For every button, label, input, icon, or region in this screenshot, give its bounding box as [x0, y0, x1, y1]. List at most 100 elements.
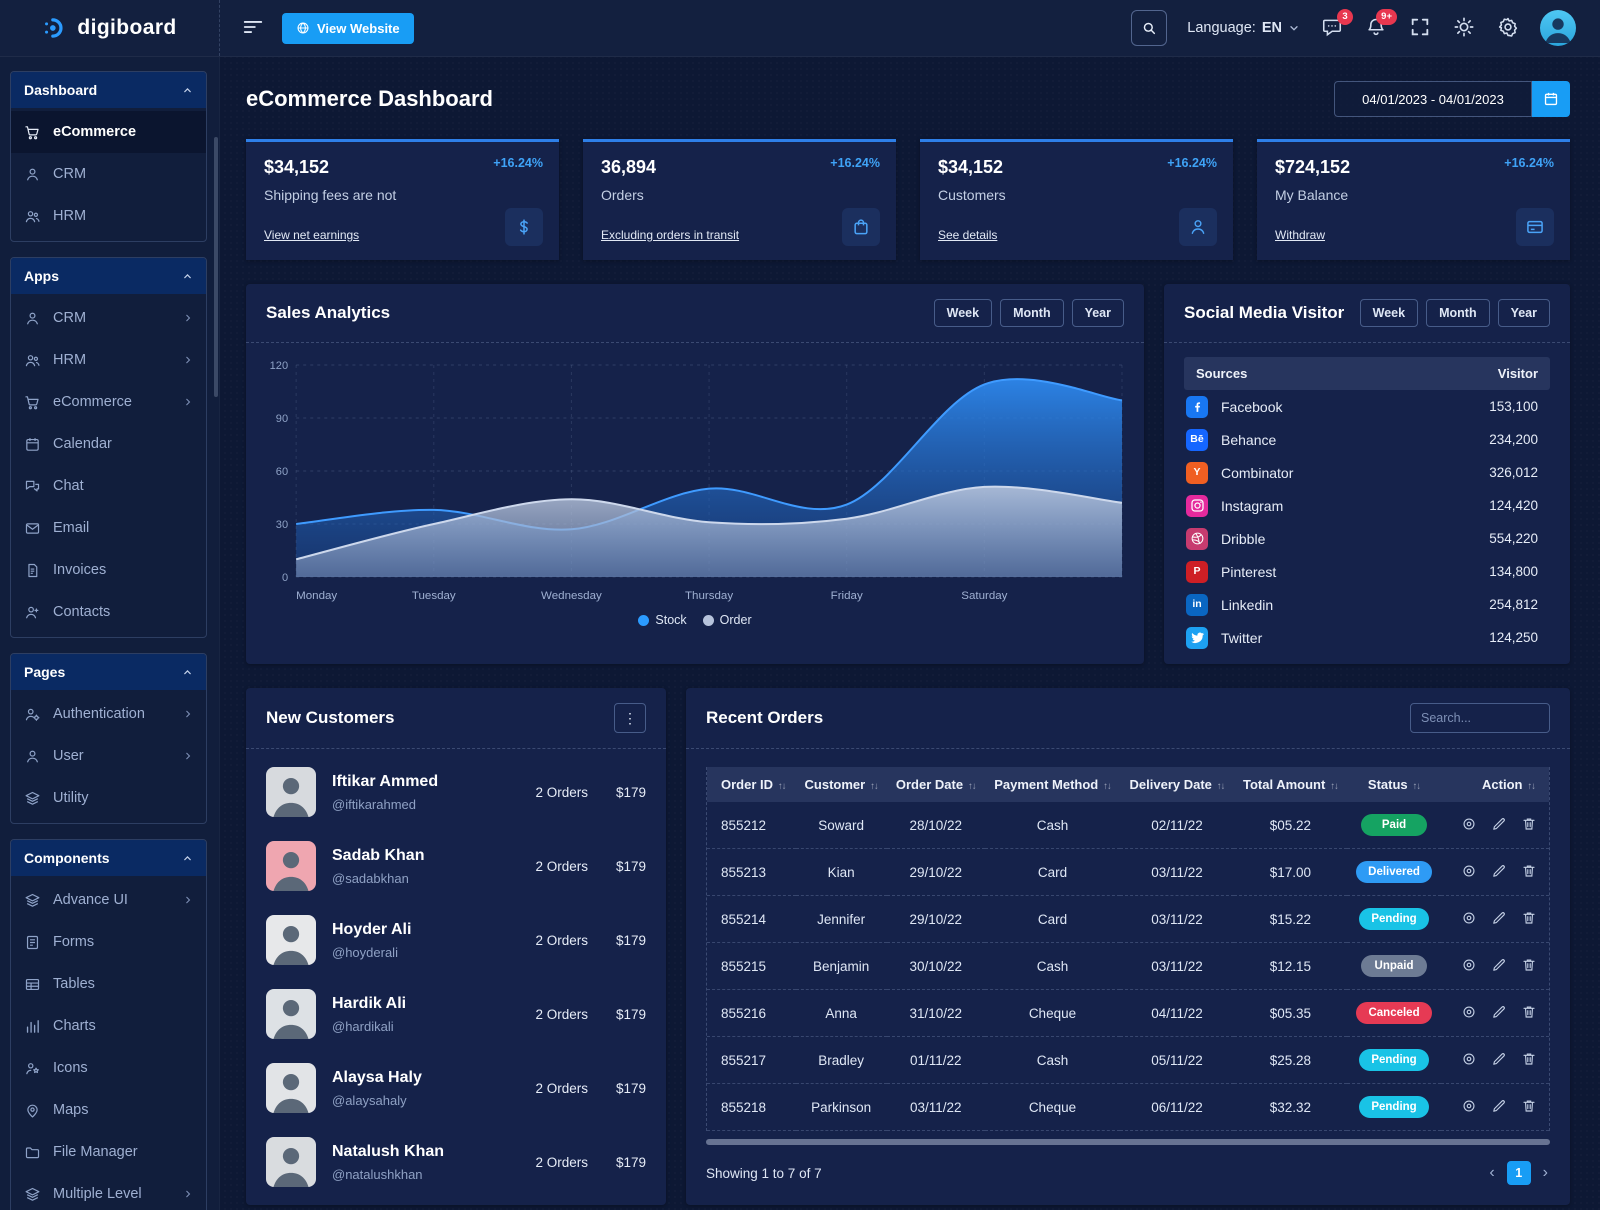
edit-order-button[interactable]: [1490, 910, 1507, 927]
sidebar-item-contacts[interactable]: Contacts: [11, 591, 206, 633]
customer-handle: @hoyderali: [332, 944, 398, 960]
view-order-button[interactable]: [1460, 1098, 1477, 1115]
sidebar-item-utility[interactable]: Utility: [11, 777, 206, 819]
sidebar-item-file-manager[interactable]: File Manager: [11, 1131, 206, 1173]
view-order-button[interactable]: [1460, 863, 1477, 880]
sidebar-item-ecommerce[interactable]: eCommerce: [11, 111, 206, 153]
new-customers-menu-button[interactable]: ⋮: [614, 703, 646, 733]
sidebar-item-crm[interactable]: CRM: [11, 153, 206, 195]
edit-order-button[interactable]: [1490, 957, 1507, 974]
delete-order-button[interactable]: [1520, 957, 1537, 974]
edit-order-button[interactable]: [1490, 1098, 1507, 1115]
edit-order-button[interactable]: [1490, 1004, 1507, 1021]
orders-search-input[interactable]: [1410, 703, 1550, 733]
delete-order-button[interactable]: [1520, 1051, 1537, 1068]
language-selector[interactable]: Language: EN: [1187, 20, 1300, 36]
notifications-button[interactable]: 9+: [1364, 9, 1397, 40]
edit-order-button[interactable]: [1490, 816, 1507, 833]
form-icon: [24, 934, 41, 951]
social-media-visitor-panel: Social Media Visitor Week Month Year Sourc…: [1164, 284, 1570, 664]
sidebar-group-title-apps[interactable]: Apps: [11, 258, 206, 294]
chevron-up-icon: [182, 667, 193, 678]
orders-col-order-id[interactable]: Order ID ↑↓: [707, 767, 796, 802]
sidebar-scrollbar[interactable]: [214, 137, 218, 397]
chevron-right-icon: [183, 355, 193, 365]
stat-icon-box: [842, 208, 880, 246]
edit-order-button[interactable]: [1490, 863, 1507, 880]
social-source-name: Pinterest: [1221, 563, 1277, 580]
orders-col-delivery-date[interactable]: Delivery Date ↑↓: [1120, 767, 1234, 802]
search-button[interactable]: [1131, 10, 1168, 46]
orders-table-scrollbar[interactable]: [706, 1139, 1550, 1145]
sidebar-item-advance-ui[interactable]: Advance UI: [11, 879, 206, 921]
sales-range-month-button[interactable]: Month: [1000, 299, 1064, 327]
logo-link[interactable]: digiboard: [0, 0, 220, 56]
view-order-button[interactable]: [1460, 1051, 1477, 1068]
pagination-prev-button[interactable]: ‹: [1489, 1164, 1495, 1181]
sidebar-item-user[interactable]: User: [11, 735, 206, 777]
dollar-icon: [514, 217, 534, 237]
social-range-year-button[interactable]: Year: [1497, 299, 1550, 327]
sidebar-item-calendar[interactable]: Calendar: [11, 423, 206, 465]
social-range-week-button[interactable]: Week: [1359, 299, 1419, 327]
sidebar-item-label: Calendar: [53, 436, 112, 452]
orders-col-total-amount[interactable]: Total Amount ↑↓: [1233, 767, 1348, 802]
delete-order-button[interactable]: [1520, 1004, 1537, 1021]
sidebar-toggle-button[interactable]: [238, 15, 268, 41]
sidebar-item-hrm[interactable]: HRM: [11, 339, 206, 381]
sidebar-item-charts[interactable]: Charts: [11, 1005, 206, 1047]
sidebar-item-tables[interactable]: Tables: [11, 963, 206, 1005]
sales-range-week-button[interactable]: Week: [933, 299, 993, 327]
sidebar-item-invoices[interactable]: Invoices: [11, 549, 206, 591]
sales-range-year-button[interactable]: Year: [1071, 299, 1124, 327]
user-avatar[interactable]: [1540, 10, 1576, 46]
sidebar-item-hrm[interactable]: HRM: [11, 195, 206, 237]
view-order-button[interactable]: [1460, 816, 1477, 833]
folder-icon: [24, 1144, 41, 1161]
sidebar-item-forms[interactable]: Forms: [11, 921, 206, 963]
messages-button[interactable]: 3: [1320, 9, 1353, 40]
settings-button[interactable]: [1496, 16, 1520, 40]
sidebar-item-authentication[interactable]: Authentication: [11, 693, 206, 735]
sidebar-item-multiple-level[interactable]: Multiple Level: [11, 1173, 206, 1210]
view-website-button[interactable]: View Website: [282, 12, 414, 44]
sidebar-item-icons[interactable]: Icons: [11, 1047, 206, 1089]
sidebar-item-maps[interactable]: Maps: [11, 1089, 206, 1131]
stat-link-excluding-orders-in-transit[interactable]: Excluding orders in transit: [601, 228, 740, 242]
delete-order-button[interactable]: [1520, 910, 1537, 927]
stat-link-see-details[interactable]: See details: [938, 228, 998, 242]
order-payment: Cash: [984, 802, 1121, 849]
pagination-next-button[interactable]: ›: [1542, 1164, 1548, 1181]
social-range-month-button[interactable]: Month: [1426, 299, 1490, 327]
customer-orders: 2 Orders: [535, 784, 588, 800]
orders-col-action[interactable]: Action ↑↓: [1440, 767, 1549, 802]
edit-order-button[interactable]: [1490, 1051, 1507, 1068]
view-order-button[interactable]: [1460, 910, 1477, 927]
stat-link-view-net-earnings[interactable]: View net earnings: [264, 228, 360, 242]
orders-col-order-date[interactable]: Order Date ↑↓: [886, 767, 985, 802]
sidebar-group-title-dashboard[interactable]: Dashboard: [11, 72, 206, 108]
sidebar-item-crm[interactable]: CRM: [11, 297, 206, 339]
theme-toggle-button[interactable]: [1452, 16, 1476, 40]
orders-col-payment-method[interactable]: Payment Method ↑↓: [984, 767, 1121, 802]
pagination-page-1-button[interactable]: 1: [1506, 1161, 1531, 1185]
delete-order-button[interactable]: [1520, 816, 1537, 833]
delete-order-button[interactable]: [1520, 863, 1537, 880]
date-range-button[interactable]: [1532, 81, 1570, 117]
sidebar-group-title-components[interactable]: Components: [11, 840, 206, 876]
sidebar-item-chat[interactable]: Chat: [11, 465, 206, 507]
date-range-input[interactable]: [1334, 81, 1532, 117]
stat-link-withdraw[interactable]: Withdraw: [1275, 228, 1326, 242]
language-label: Language:: [1187, 20, 1256, 36]
sidebar-item-email[interactable]: Email: [11, 507, 206, 549]
gear-icon: [1497, 16, 1519, 38]
sidebar-item-ecommerce[interactable]: eCommerce: [11, 381, 206, 423]
sidebar-group-title-pages[interactable]: Pages: [11, 654, 206, 690]
view-order-button[interactable]: [1460, 957, 1477, 974]
delete-order-button[interactable]: [1520, 1098, 1537, 1115]
fullscreen-button[interactable]: [1408, 16, 1432, 40]
order-amount: $32.32: [1233, 1083, 1348, 1131]
view-order-button[interactable]: [1460, 1004, 1477, 1021]
orders-col-status[interactable]: Status ↑↓: [1347, 767, 1441, 802]
orders-col-customer[interactable]: Customer ↑↓: [795, 767, 887, 802]
